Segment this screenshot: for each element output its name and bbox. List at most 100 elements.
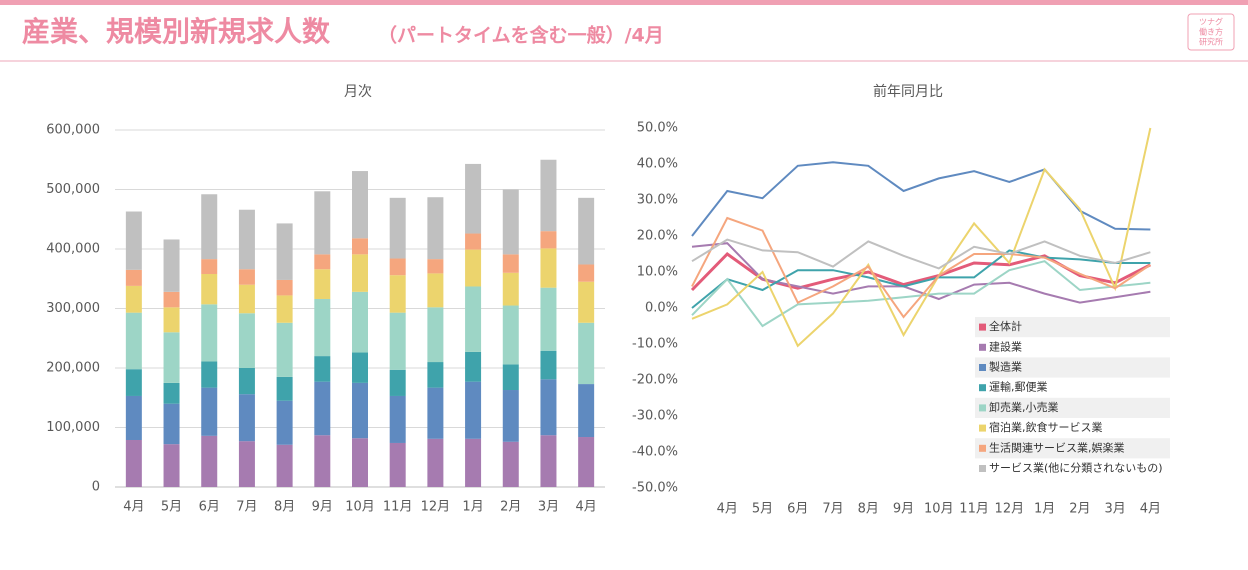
bar-segment <box>502 364 519 391</box>
x-tick-label: 5月 <box>161 500 182 515</box>
x-tick-label: 4月 <box>123 500 144 515</box>
legend-swatch <box>979 444 986 452</box>
logo-text: ツナグ <box>1199 17 1223 27</box>
line-series <box>691 242 1151 304</box>
x-tick-label: 3月 <box>538 500 559 515</box>
bar-segment <box>502 254 519 273</box>
legend-swatch <box>979 384 986 392</box>
bar-segment <box>427 259 444 274</box>
bar-segment <box>540 379 557 436</box>
bar-segment <box>314 191 331 255</box>
bar-segment <box>163 332 180 383</box>
page-title: 産業、規模別新規求人数 <box>22 15 331 48</box>
bar-segment <box>125 211 142 270</box>
bar-segment <box>540 287 557 351</box>
bar-segment <box>502 189 519 255</box>
x-tick-label: 10月 <box>924 502 954 517</box>
legend-label: 建設業 <box>989 339 1022 353</box>
bar-segment <box>201 435 218 487</box>
bar-segment <box>352 238 368 255</box>
bar-segment <box>238 313 255 368</box>
y-tick-label: -50.0% <box>632 481 678 496</box>
x-tick-label: 4月 <box>1140 502 1161 517</box>
y-tick-label: 0 <box>92 480 100 495</box>
legend-label: サービス業(他に分類されないもの) <box>989 462 1163 475</box>
bar-segment <box>389 395 406 443</box>
bar-segment <box>427 438 444 487</box>
x-tick-label: 10月 <box>345 500 375 515</box>
x-tick-label: 7月 <box>236 500 257 515</box>
bar-segment <box>389 197 406 259</box>
y-tick-label: 0.0% <box>645 301 678 316</box>
bar-segment <box>238 441 255 487</box>
y-tick-label: -20.0% <box>632 373 678 388</box>
legend-label: 生活関連サービス業,娯楽業 <box>989 440 1125 454</box>
bar-segment <box>465 286 482 352</box>
bar-segment <box>502 441 519 487</box>
bar-segment <box>238 368 255 395</box>
x-tick-label: 1月 <box>462 500 483 515</box>
y-tick-label: 20.0% <box>637 229 678 244</box>
y-tick-label: 40.0% <box>637 157 678 172</box>
bar-segment <box>163 307 180 333</box>
x-tick-label: 11月 <box>959 502 989 517</box>
bar-segment <box>389 312 406 370</box>
bar-segment <box>314 381 331 436</box>
bar-segment <box>276 295 293 323</box>
legend-swatch <box>979 404 986 412</box>
bar-segment <box>540 248 557 288</box>
y-tick-label: 400,000 <box>46 242 100 257</box>
bar-segment <box>465 163 482 234</box>
bar-segment <box>238 284 255 314</box>
bar-segment <box>125 312 142 370</box>
legend-row-bg <box>975 438 1170 459</box>
bar-segment <box>540 350 557 380</box>
bar-segment <box>163 444 180 487</box>
legend-label: 卸売業,小売業 <box>989 400 1059 414</box>
legend-swatch <box>979 424 986 432</box>
bar-segment <box>276 223 293 280</box>
x-tick-label: 12月 <box>995 502 1025 517</box>
bar-segment <box>352 171 368 239</box>
bar-segment <box>502 272 519 306</box>
bar-segment <box>540 159 557 232</box>
x-tick-label: 8月 <box>858 502 879 517</box>
legend-swatch <box>979 323 986 331</box>
bar-segment <box>389 369 406 396</box>
x-tick-label: 6月 <box>787 502 808 517</box>
bar-segment <box>201 273 218 305</box>
y-tick-label: -30.0% <box>632 409 678 424</box>
bar-segment <box>578 322 595 385</box>
legend-row-bg <box>975 357 1170 378</box>
legend-label: 運輸,郵便業 <box>989 380 1048 394</box>
bar-segment <box>389 258 406 276</box>
bar-segment <box>578 384 595 438</box>
bar-segment <box>163 382 180 404</box>
x-tick-label: 9月 <box>312 500 333 515</box>
bar-segment <box>502 390 519 442</box>
x-tick-label: 2月 <box>1069 502 1090 517</box>
x-tick-label: 12月 <box>421 500 451 515</box>
bar-segment <box>314 356 331 382</box>
bar-segment <box>427 387 444 439</box>
bar-segment <box>502 305 519 365</box>
bar-segment <box>540 435 557 487</box>
logo-box <box>1187 13 1235 51</box>
bar-segment <box>314 254 331 270</box>
bar-segment <box>578 281 595 323</box>
bar-segment <box>238 394 255 442</box>
bar-segment <box>314 298 331 357</box>
y-tick-label: 100,000 <box>46 420 100 435</box>
bar-segment <box>201 387 218 436</box>
bar-segment <box>163 291 180 308</box>
x-tick-label: 3月 <box>1104 502 1125 517</box>
x-tick-label: 2月 <box>500 500 521 515</box>
y-tick-label: 300,000 <box>46 301 100 316</box>
bar-segment <box>125 395 142 440</box>
bar-segment <box>125 269 142 286</box>
x-tick-label: 6月 <box>199 500 220 515</box>
bar-segment <box>389 275 406 313</box>
bar-segment <box>427 197 444 260</box>
